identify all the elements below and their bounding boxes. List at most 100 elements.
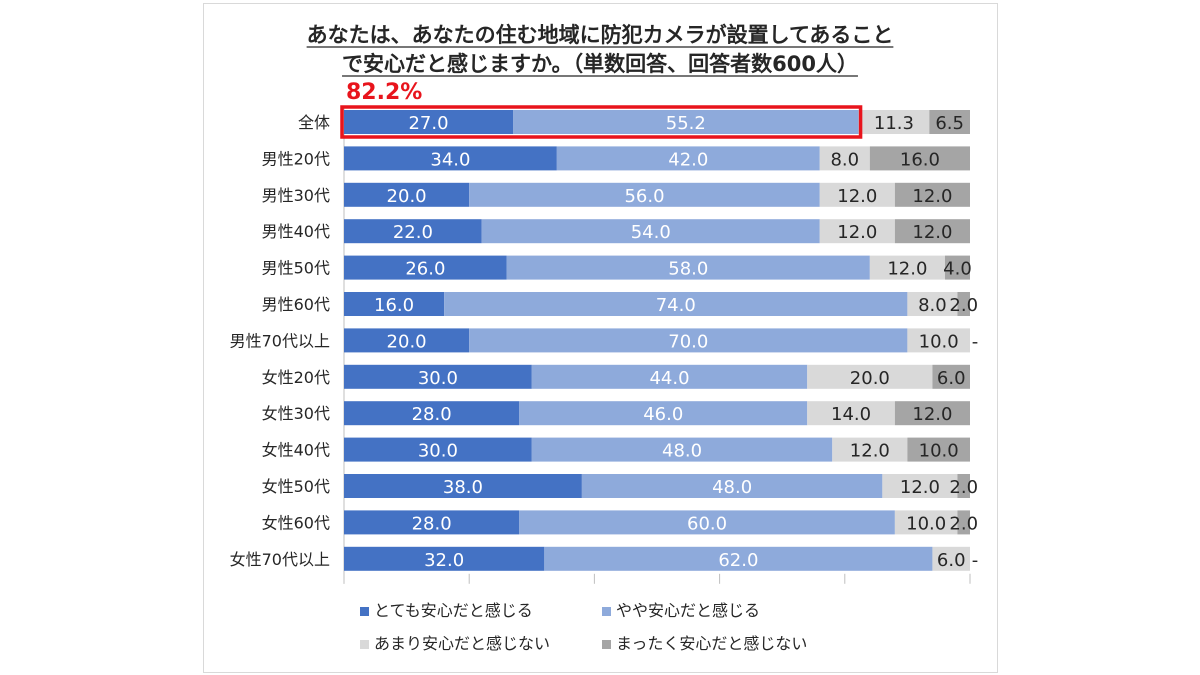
chart-title-line: あなたは、あなたの住む地域に防犯カメラが設置してあること	[307, 23, 894, 47]
bar-segment	[344, 510, 520, 535]
bar-segment	[344, 401, 520, 426]
bar-segment	[869, 255, 945, 280]
chart-title: あなたは、あなたの住む地域に防犯カメラが設置してあることで安心だと感じますか。（…	[306, 23, 894, 77]
data-label: -	[972, 331, 979, 352]
data-label: 34.0	[430, 149, 470, 170]
data-label: 28.0	[412, 404, 452, 425]
bar-segment	[819, 182, 895, 207]
bar-segment	[344, 219, 482, 244]
data-label: 27.0	[408, 113, 448, 134]
bar-segment	[807, 401, 895, 426]
data-label: -	[972, 550, 979, 571]
data-label: 55.2	[666, 113, 706, 134]
bar-segment	[444, 292, 908, 316]
legend-swatch	[360, 607, 369, 616]
bar-segment	[481, 219, 820, 244]
bar-segment	[556, 146, 820, 171]
data-label: 2.0	[949, 295, 978, 316]
bar-segment	[819, 219, 895, 244]
bar-segment	[344, 546, 545, 571]
bar-segment	[932, 364, 970, 389]
data-label: 28.0	[412, 513, 452, 534]
data-label: 48.0	[662, 441, 702, 462]
data-label: 8.0	[918, 295, 947, 316]
bar-segment	[858, 110, 930, 134]
legend-swatch	[360, 640, 369, 649]
bar-segment	[344, 255, 507, 280]
bar-segment	[929, 110, 970, 134]
data-label: 20.0	[387, 331, 427, 352]
bar-segment	[819, 146, 870, 171]
bar-segment	[531, 364, 808, 389]
category-label: 男性60代	[262, 295, 330, 314]
data-label: 46.0	[643, 404, 683, 425]
bar-segment	[882, 474, 958, 498]
data-label: 12.0	[887, 259, 927, 280]
legend-label: とても安心だと感じる	[374, 601, 533, 620]
category-label: 男性20代	[262, 149, 330, 168]
chart-frame: あなたは、あなたの住む地域に防犯カメラが設置してあること で安心だと感じますか。（…	[203, 3, 998, 673]
highlight-box	[340, 105, 863, 139]
legend-swatch	[602, 640, 611, 649]
data-label: 20.0	[387, 186, 427, 207]
bar-segment	[957, 292, 970, 316]
bar-segment	[807, 364, 933, 389]
legend-label: あまり安心だと感じない	[374, 634, 550, 653]
data-label: 26.0	[405, 259, 445, 280]
data-label: 12.0	[850, 441, 890, 462]
data-label: 8.0	[830, 149, 859, 170]
bar-segment	[932, 546, 970, 571]
legend-label: まったく安心だと感じない	[616, 634, 807, 653]
data-label: 42.0	[668, 149, 708, 170]
data-label: 6.0	[937, 368, 966, 389]
data-label: 12.0	[912, 186, 952, 207]
bars	[344, 110, 970, 571]
data-label: 20.0	[850, 368, 890, 389]
data-label: 60.0	[687, 513, 727, 534]
data-label: 30.0	[418, 441, 458, 462]
category-label: 男性40代	[262, 222, 330, 241]
data-label: 2.0	[949, 477, 978, 498]
bar-segment	[344, 110, 514, 134]
bar-segment	[531, 437, 833, 462]
bar-segment	[907, 292, 958, 316]
category-label: 女性60代	[262, 513, 330, 532]
category-label: 女性50代	[262, 477, 330, 496]
data-label: 6.5	[935, 113, 964, 134]
data-label: 6.0	[937, 550, 966, 571]
bar-segment	[894, 182, 970, 207]
data-label: 12.0	[837, 222, 877, 243]
category-label: 男性70代以上	[230, 331, 330, 350]
category-label: 女性30代	[262, 404, 330, 423]
bar-segment	[344, 364, 532, 389]
category-label: 女性70代以上	[230, 550, 330, 569]
data-label: 74.0	[656, 295, 696, 316]
bar-segment	[957, 510, 970, 535]
bar-segment	[513, 110, 859, 134]
bar-segment	[344, 474, 582, 498]
bar-segment	[469, 328, 908, 353]
data-label: 12.0	[912, 404, 952, 425]
data-label: 14.0	[831, 404, 871, 425]
bar-segment	[894, 219, 970, 244]
bar-segment	[907, 437, 970, 462]
bar-segment	[869, 146, 970, 171]
highlight: 82.2%	[340, 80, 863, 139]
data-label: 58.0	[668, 259, 708, 280]
bar-segment	[344, 182, 470, 207]
bar-segment	[581, 474, 883, 498]
stacked-bar-chart: あなたは、あなたの住む地域に防犯カメラが設置してあることで安心だと感じますか。（…	[230, 23, 979, 653]
legend-swatch	[602, 607, 611, 616]
data-label: 16.0	[374, 295, 414, 316]
category-label: 女性40代	[262, 441, 330, 460]
data-label: 22.0	[393, 222, 433, 243]
data-label: 12.0	[912, 222, 952, 243]
bar-segment	[519, 510, 895, 535]
data-label: 4.0	[943, 259, 972, 280]
category-labels: 全体男性20代男性30代男性40代男性50代男性60代男性70代以上女性20代女…	[230, 113, 330, 569]
legend-label: やや安心だと感じる	[616, 601, 760, 620]
bar-segment	[894, 401, 970, 426]
data-label: 10.0	[906, 513, 946, 534]
category-label: 女性20代	[262, 368, 330, 387]
